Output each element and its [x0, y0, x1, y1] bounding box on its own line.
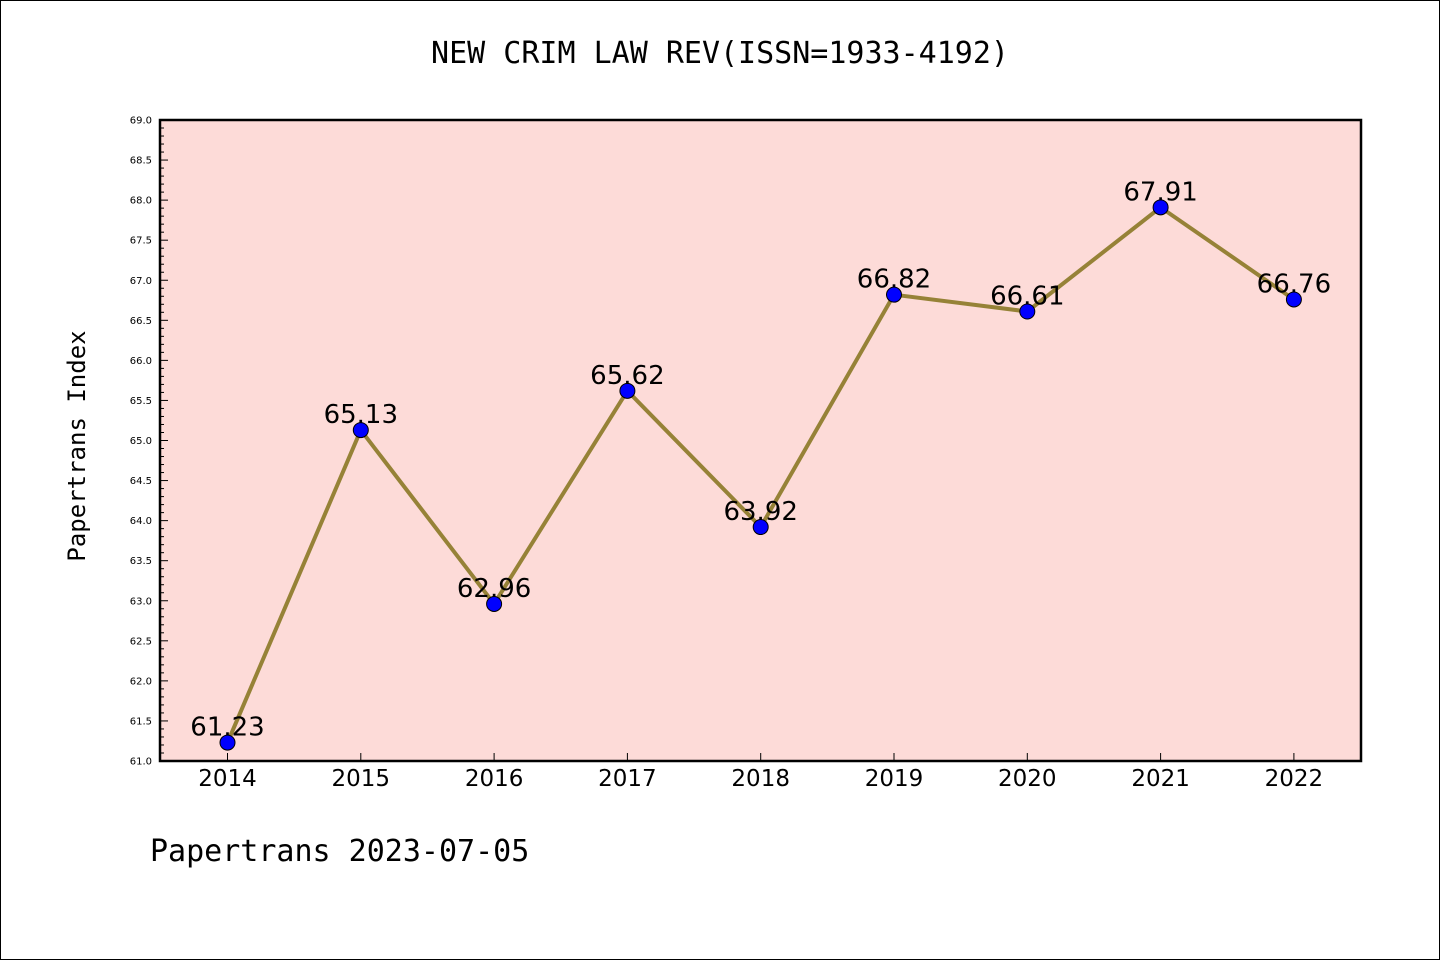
- data-point: [1285, 291, 1302, 308]
- data-point: [1019, 303, 1036, 320]
- x-tick-label: 2018: [731, 766, 790, 792]
- y-tick-label: 62.5: [130, 636, 152, 647]
- y-tick-label: 65.0: [130, 436, 152, 447]
- data-label: 62.96: [457, 574, 531, 604]
- y-tick-label: 62.0: [130, 676, 152, 687]
- x-tick-label: 2017: [598, 766, 657, 792]
- x-tick-label: 2015: [332, 766, 391, 792]
- plot-border: [158, 118, 1363, 763]
- plot-area: [160, 120, 1361, 761]
- y-tick-label: 67.5: [130, 236, 152, 247]
- x-tick-label: 2016: [465, 766, 524, 792]
- footer-note: Papertrans 2023-07-05: [150, 834, 530, 869]
- data-point: [352, 422, 369, 439]
- chart-title: NEW CRIM LAW REV(ISSN=1933-4192): [431, 36, 1009, 71]
- data-labels: 61.23 65.13 62.96 65.62 63.92 66.82 66.61 67.91…: [190, 177, 1331, 742]
- data-point: [1152, 199, 1169, 216]
- y-tick-label: 66.0: [130, 356, 152, 367]
- y-tick-label: 61.5: [130, 716, 152, 727]
- y-tick-label: 69.0: [130, 116, 152, 127]
- data-label: 66.61: [990, 281, 1064, 311]
- data-label: 65.62: [590, 361, 664, 391]
- y-tick-label: 63.5: [130, 556, 152, 567]
- x-tick-label: 2020: [998, 766, 1057, 792]
- x-tick-label: 2014: [198, 766, 257, 792]
- data-point: [486, 595, 503, 612]
- x-axis: 2014 2015 2016 2017 2018 2019 2020 2021 2022: [198, 753, 1323, 792]
- data-markers: [219, 199, 1302, 751]
- data-label: 61.23: [190, 713, 264, 743]
- y-tick-label: 68.5: [130, 156, 152, 167]
- data-label: 66.76: [1257, 269, 1331, 299]
- data-point: [752, 519, 769, 536]
- data-point: [619, 382, 636, 399]
- data-point: [886, 286, 902, 303]
- y-tick-label: 65.5: [130, 396, 152, 407]
- x-tick-label: 2019: [865, 766, 924, 792]
- x-tick-label: 2021: [1131, 766, 1190, 792]
- y-tick-label: 66.5: [130, 316, 152, 327]
- data-point: [219, 734, 236, 751]
- y-tick-label: 67.0: [130, 276, 152, 287]
- y-tick-label: 61.0: [130, 757, 152, 768]
- y-tick-label: 64.0: [130, 516, 152, 527]
- data-label: 66.82: [857, 265, 931, 295]
- y-tick-label: 63.0: [130, 596, 152, 607]
- y-tick-label: 64.5: [130, 476, 152, 487]
- y-tick-label: 68.0: [130, 196, 152, 207]
- data-label: 67.91: [1123, 177, 1197, 207]
- y-axis: 61.0 61.5 62.0 62.5 63.0 63.5 64.0 64.5 65.0 65.5…: [130, 116, 168, 768]
- data-label: 63.92: [723, 497, 797, 527]
- x-tick-label: 2022: [1265, 766, 1324, 792]
- data-label: 65.13: [324, 400, 398, 430]
